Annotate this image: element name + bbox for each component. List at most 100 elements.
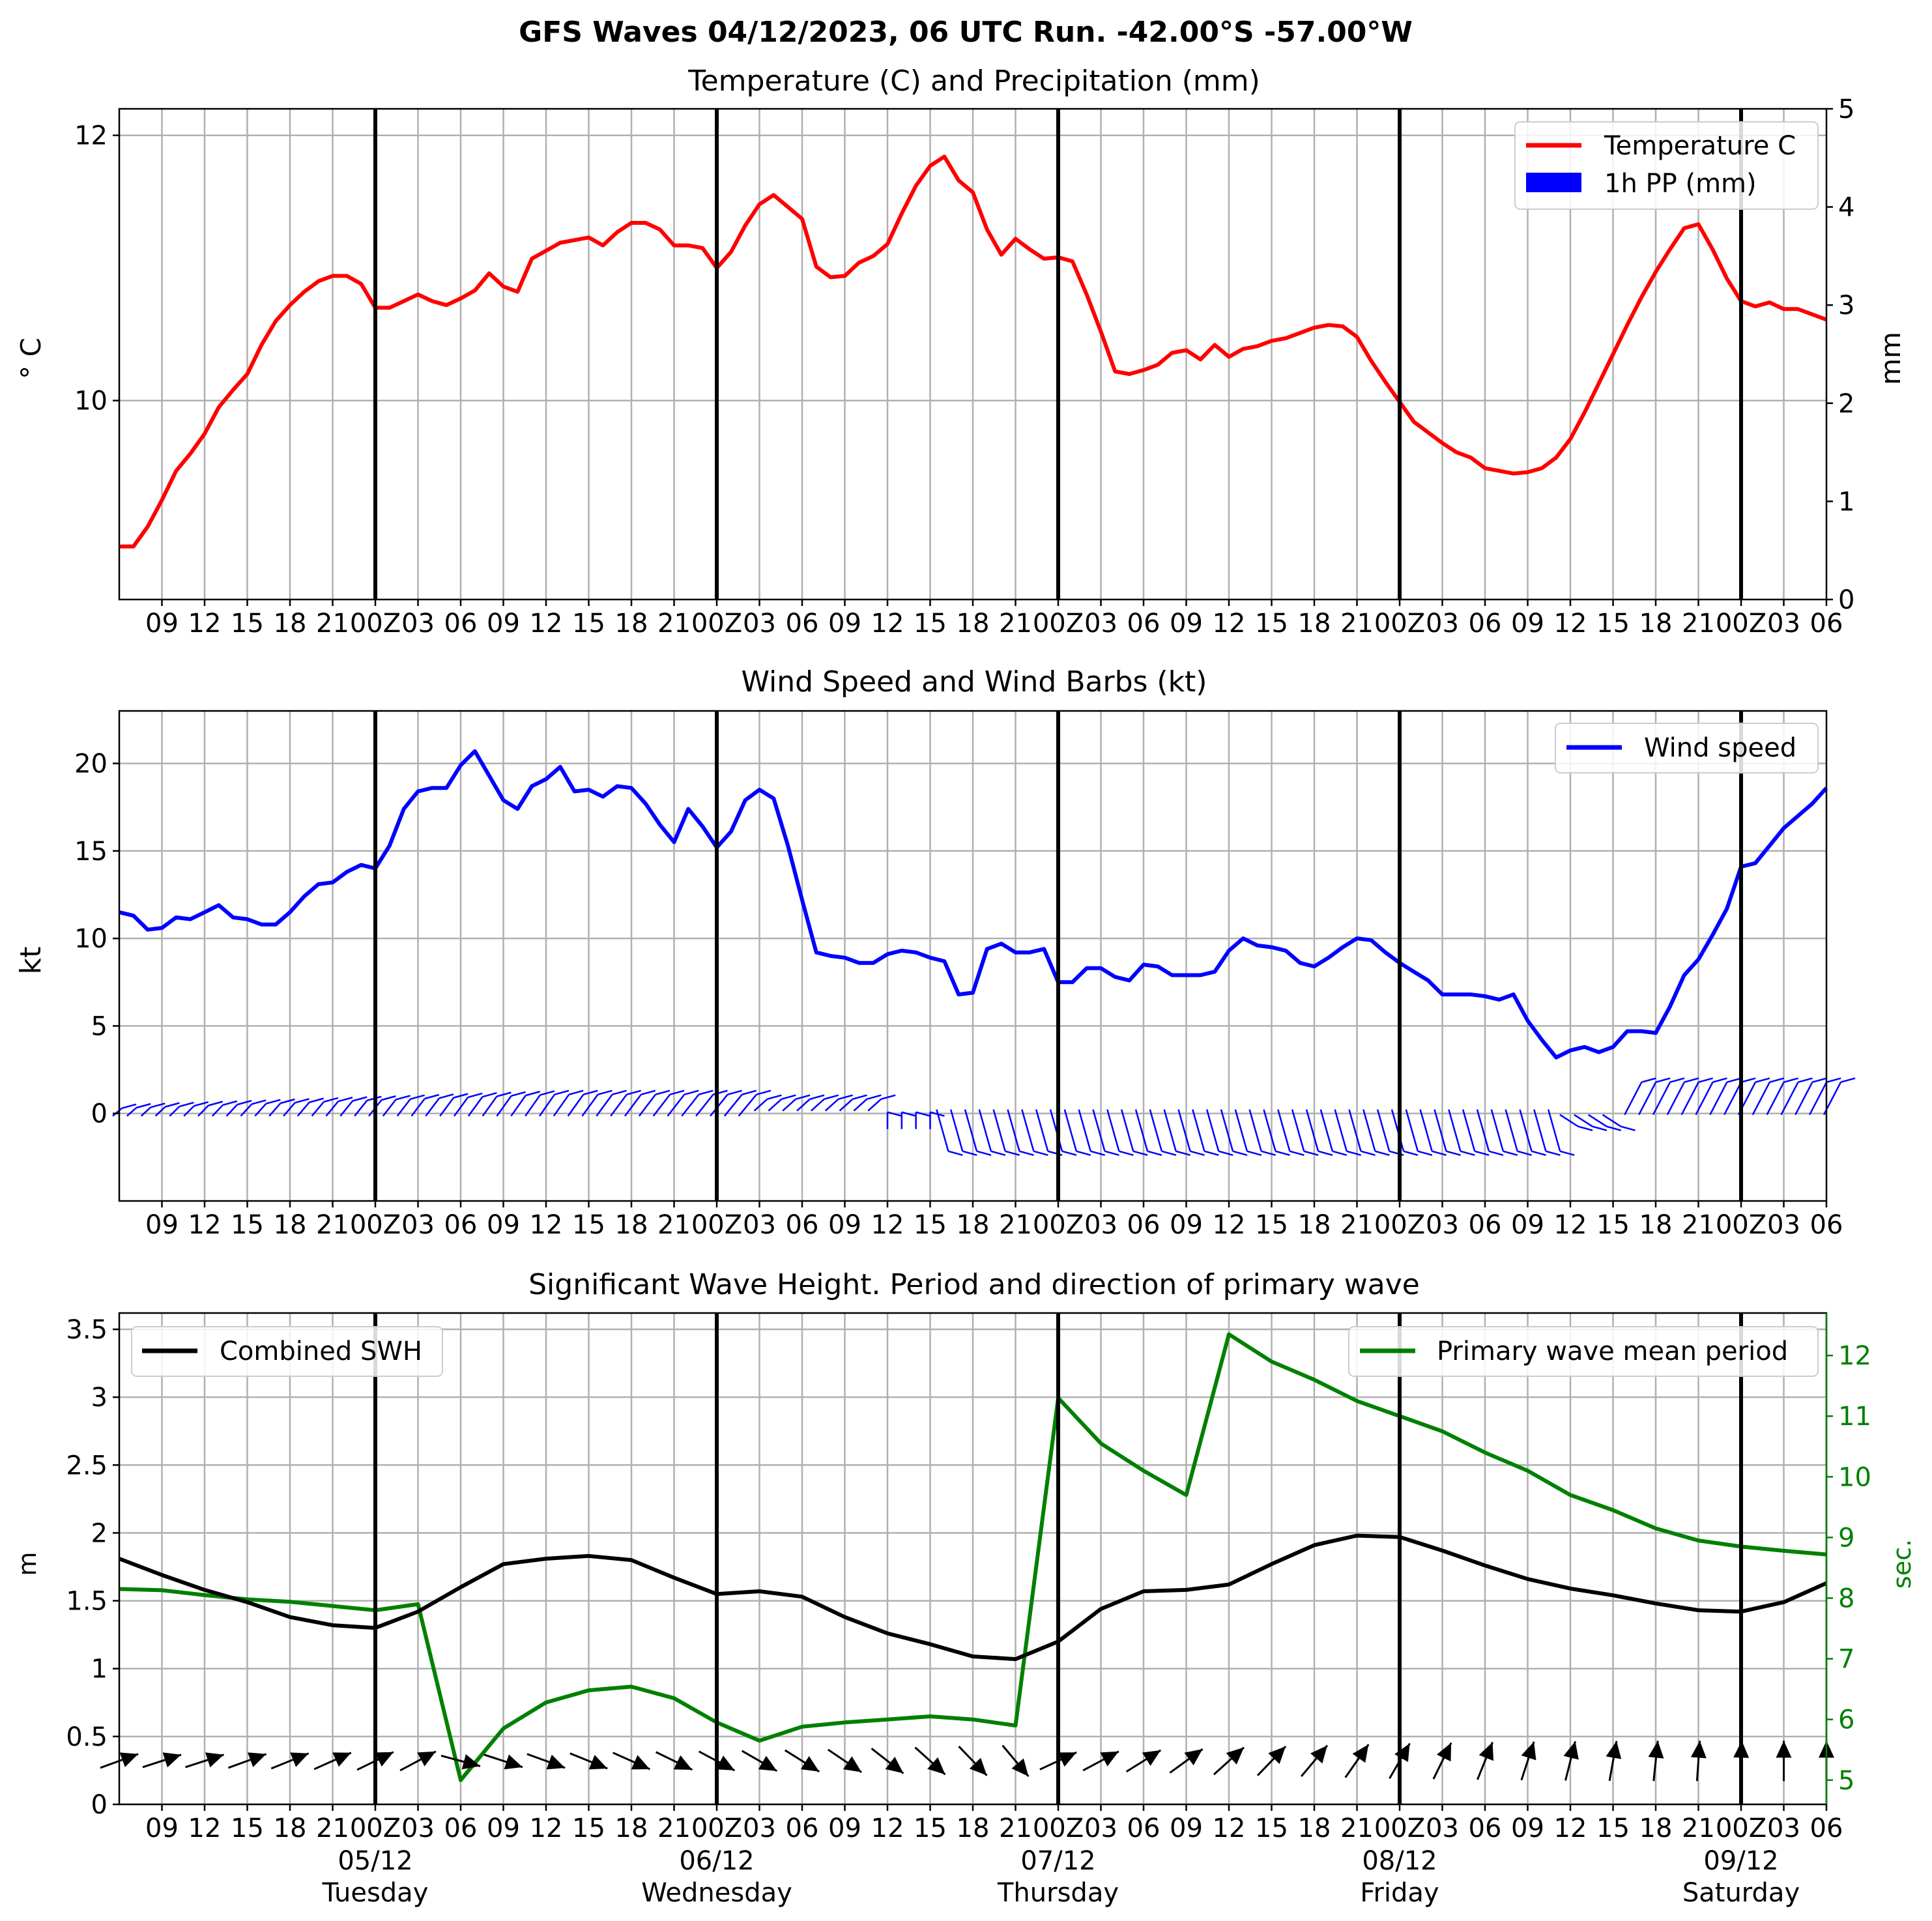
wind-barb-feather	[1318, 1150, 1333, 1156]
wind-barb-feather	[1740, 1077, 1756, 1083]
wind-barb	[1334, 1109, 1348, 1152]
legend-swatch-precip	[1526, 173, 1581, 192]
wind-barb-feather	[916, 1111, 930, 1117]
wind-barb-feather	[669, 1090, 685, 1095]
wave-direction-arrowhead	[673, 1755, 693, 1770]
x-tick-label: 12	[530, 1210, 563, 1240]
y-tick-label: 10	[74, 386, 108, 416]
wind-barb	[567, 1093, 584, 1117]
y-tick-label: 2	[91, 1518, 108, 1548]
wind-barb	[425, 1097, 440, 1117]
wave-direction-arrowhead	[885, 1756, 904, 1774]
y-tick-label: 15	[74, 837, 108, 867]
wind-barb	[296, 1101, 310, 1117]
y-right-tick-label: 4	[1838, 193, 1854, 223]
x-tick-label: 06	[444, 1210, 478, 1240]
wind-barb	[496, 1095, 512, 1117]
wind-barb-feather	[1621, 1125, 1636, 1131]
wind-barb-feather	[280, 1098, 295, 1105]
wind-barb-feather	[1446, 1150, 1461, 1156]
wave-direction-arrowhead	[1226, 1747, 1245, 1765]
legend-temperature-panel: Temperature C 1h PP (mm)	[1514, 121, 1819, 210]
swh-line	[118, 1533, 1828, 1662]
wind-barb-feather	[540, 1090, 555, 1096]
x-tick-label: 03	[1426, 1813, 1459, 1843]
wind-barb	[1709, 1082, 1728, 1116]
wind-barb-feather	[338, 1097, 353, 1103]
wind-barb	[154, 1106, 166, 1117]
x-tick-label: 15	[914, 609, 947, 639]
panel-title-wind: Wind Speed and Wind Barbs (kt)	[742, 665, 1207, 699]
wind-barb-feather	[990, 1150, 1006, 1156]
wind-barb-feather	[1641, 1077, 1656, 1083]
wave-direction-arrowhead	[248, 1752, 267, 1767]
wind-barb	[1305, 1109, 1319, 1152]
wind-barb	[1120, 1109, 1134, 1152]
wind-barb-feather	[1460, 1150, 1475, 1156]
x-tick-label: 18	[957, 1210, 990, 1240]
y-tick-label: 12	[74, 121, 108, 151]
x-tick-label: 12	[530, 609, 563, 639]
x-tick-label: 12	[530, 1813, 563, 1843]
wind-barb-feather	[1019, 1150, 1034, 1156]
x-tick-label: 21	[1682, 1813, 1715, 1843]
wind-barb	[1795, 1082, 1813, 1116]
x-tick-label: 09	[828, 609, 861, 639]
wind-barb-feather	[554, 1090, 570, 1095]
x-tick-label: 12	[1213, 609, 1246, 639]
x-tick-label: 15	[231, 1813, 264, 1843]
x-tick-label: 00Z	[1716, 609, 1766, 639]
wind-barb	[211, 1104, 223, 1117]
x-tick-label: 06	[1810, 1210, 1843, 1240]
x-tick-label: 09	[1511, 609, 1544, 639]
wind-barb-feather	[410, 1094, 425, 1100]
wind-barb-feather	[1303, 1150, 1319, 1156]
wind-barb-feather	[887, 1111, 902, 1117]
x-tick-label: 15	[572, 609, 605, 639]
wind-barb	[396, 1098, 411, 1117]
x-tick-label: 21	[999, 1210, 1032, 1240]
x-tick-label: 00Z	[350, 1210, 401, 1240]
wind-barb	[710, 1093, 728, 1117]
wave-direction-arrowhead	[1184, 1749, 1203, 1766]
wind-barb	[723, 1093, 743, 1117]
day-date-label: 08/12	[1362, 1846, 1437, 1876]
wind-barb-feather	[1798, 1077, 1813, 1083]
y-axis-label-kt: kt	[14, 947, 48, 975]
wave-direction-arrowhead	[461, 1754, 480, 1770]
wave-panel: Significant Wave Height. Period and dire…	[13, 1268, 1916, 1908]
x-tick-label: 03	[1084, 1813, 1117, 1843]
x-tick-label: 00Z	[350, 609, 401, 639]
wind-barb	[753, 1098, 768, 1112]
wind-barb	[978, 1109, 992, 1152]
x-tick-label: 18	[1298, 609, 1331, 639]
wind-barb-feather	[424, 1093, 440, 1100]
wind-barb-feather	[1033, 1150, 1048, 1156]
wind-barb-feather	[1361, 1150, 1376, 1156]
y-right-tick-label: 5	[1838, 94, 1854, 124]
wind-barb	[652, 1093, 671, 1117]
wind-barb	[596, 1093, 613, 1117]
wind-barb-feather	[1247, 1150, 1262, 1156]
x-tick-label: 18	[615, 1210, 648, 1240]
wind-barb	[667, 1093, 685, 1117]
wave-direction-arrowhead	[1563, 1741, 1579, 1760]
y-right-tick-label: 7	[1838, 1645, 1854, 1675]
wind-barb-feather	[1005, 1150, 1020, 1156]
wind-barb	[311, 1101, 324, 1117]
wind-barb-feather	[1175, 1150, 1190, 1156]
y-right-tick-label: 9	[1838, 1523, 1854, 1553]
wind-barb-feather	[497, 1091, 512, 1097]
wind-barb-feather	[1474, 1150, 1490, 1156]
wind-barb	[1163, 1109, 1177, 1152]
wind-barb	[1624, 1082, 1643, 1116]
wind-barb-feather	[352, 1096, 368, 1102]
x-tick-label: 15	[1255, 1210, 1288, 1240]
wind-barb-feather	[1684, 1077, 1699, 1083]
wind-barb-feather	[612, 1090, 627, 1095]
x-tick-label: 00Z	[691, 1210, 742, 1240]
wind-barb	[1106, 1109, 1120, 1152]
x-tick-label: 12	[871, 1210, 904, 1240]
wind-barb	[510, 1095, 526, 1117]
